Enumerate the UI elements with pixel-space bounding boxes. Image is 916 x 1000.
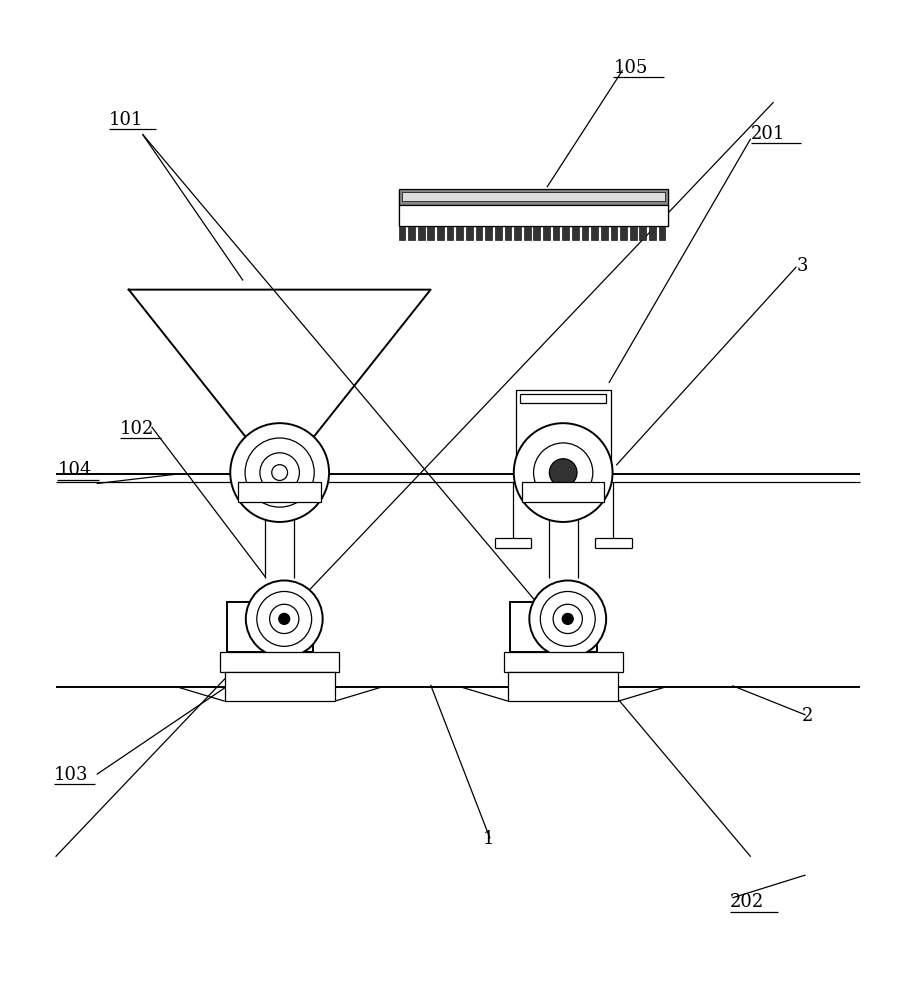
- Bar: [402, 192, 665, 201]
- Bar: [582, 226, 588, 240]
- Bar: [552, 226, 560, 240]
- Circle shape: [514, 423, 613, 522]
- Bar: [572, 226, 579, 240]
- Text: 201: 201: [751, 125, 785, 143]
- Bar: [611, 226, 617, 240]
- Bar: [475, 226, 483, 240]
- Bar: [418, 226, 425, 240]
- Bar: [533, 226, 540, 240]
- Text: 3: 3: [796, 257, 808, 275]
- Bar: [649, 226, 656, 240]
- Bar: [516, 390, 611, 473]
- Bar: [238, 482, 321, 502]
- Bar: [508, 672, 618, 701]
- Bar: [398, 226, 405, 240]
- Bar: [226, 602, 313, 652]
- Bar: [562, 226, 569, 240]
- Bar: [601, 226, 607, 240]
- Bar: [495, 226, 502, 240]
- Bar: [456, 226, 463, 240]
- Bar: [428, 226, 434, 240]
- Bar: [522, 482, 605, 502]
- Bar: [220, 652, 339, 672]
- Text: 104: 104: [58, 461, 92, 479]
- Circle shape: [245, 580, 322, 657]
- Circle shape: [278, 613, 289, 624]
- Bar: [510, 602, 597, 652]
- Bar: [659, 226, 665, 240]
- Bar: [485, 226, 492, 240]
- Text: 101: 101: [109, 111, 143, 129]
- Text: 1: 1: [483, 830, 495, 848]
- Circle shape: [529, 580, 606, 657]
- Bar: [514, 226, 521, 240]
- Bar: [543, 226, 550, 240]
- Bar: [630, 226, 637, 240]
- Bar: [409, 226, 415, 240]
- Bar: [520, 394, 606, 403]
- Bar: [437, 226, 444, 240]
- Text: 2: 2: [802, 707, 813, 725]
- Bar: [620, 226, 627, 240]
- Circle shape: [562, 613, 573, 624]
- Circle shape: [550, 459, 577, 486]
- Bar: [524, 226, 530, 240]
- Text: 105: 105: [614, 59, 648, 77]
- Bar: [466, 226, 473, 240]
- Circle shape: [230, 423, 329, 522]
- Text: 103: 103: [54, 766, 88, 784]
- Bar: [398, 205, 669, 226]
- Bar: [447, 226, 453, 240]
- Bar: [505, 226, 511, 240]
- Bar: [639, 226, 646, 240]
- Text: 202: 202: [730, 893, 764, 911]
- Text: 102: 102: [120, 420, 154, 438]
- Bar: [224, 672, 334, 701]
- Bar: [591, 226, 598, 240]
- Bar: [398, 189, 669, 205]
- Bar: [504, 652, 623, 672]
